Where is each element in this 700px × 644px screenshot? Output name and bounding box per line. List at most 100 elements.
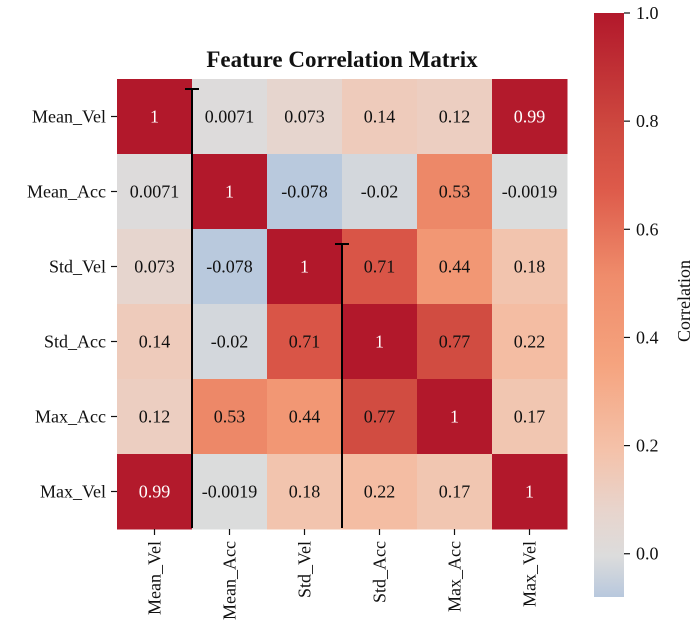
cell-value-1-4: 0.53 <box>439 182 471 202</box>
heatmap-cell-0-4 <box>417 79 493 155</box>
cell-value-1-1: 1 <box>225 182 234 202</box>
heatmap-cell-3-2 <box>267 304 343 380</box>
overlay-lines <box>185 88 349 528</box>
cell-value-3-0: 0.14 <box>139 332 171 352</box>
cell-value-5-2: 0.18 <box>289 482 321 502</box>
cell-value-2-4: 0.44 <box>439 257 471 277</box>
colorbar-tick-label-0: 0.0 <box>636 544 659 564</box>
cell-value-4-1: 0.53 <box>214 407 246 427</box>
heatmap-cell-4-0 <box>117 379 193 455</box>
cell-value-1-3: -0.02 <box>361 182 399 202</box>
cell-value-0-1: 0.0071 <box>205 107 255 127</box>
cell-value-4-2: 0.44 <box>289 407 321 427</box>
x-tick-label-3: Std_Acc <box>370 541 390 603</box>
cell-value-1-2: -0.078 <box>281 182 328 202</box>
colorbar-tick-label-4: 0.8 <box>636 111 659 131</box>
heatmap-cells <box>117 79 568 530</box>
heatmap-cell-0-5 <box>492 79 568 155</box>
heatmap-cell-4-2 <box>267 379 343 455</box>
cell-value-2-0: 0.073 <box>134 257 175 277</box>
cell-value-5-4: 0.17 <box>439 482 471 502</box>
cell-value-3-2: 0.71 <box>289 332 321 352</box>
cell-value-5-1: -0.0019 <box>202 482 258 502</box>
chart-title: Feature Correlation Matrix <box>206 47 478 72</box>
y-tick-label-1: Mean_Acc <box>27 182 106 202</box>
colorbar-label: Correlation <box>674 260 694 342</box>
heatmap-cell-4-5 <box>492 379 568 455</box>
cell-value-3-5: 0.22 <box>514 332 546 352</box>
heatmap-cell-3-0 <box>117 304 193 380</box>
colorbar-tick-label-2: 0.4 <box>636 327 659 347</box>
heatmap-cell-5-5 <box>492 454 568 530</box>
cell-value-2-2: 1 <box>300 257 309 277</box>
y-tick-label-3: Std_Acc <box>44 332 106 352</box>
cell-value-0-2: 0.073 <box>284 107 325 127</box>
cell-value-3-4: 0.77 <box>439 332 471 352</box>
colorbar: 0.0 0.2 0.4 0.6 0.8 1.0 Correlation <box>594 3 694 597</box>
heatmap-cell-4-4 <box>417 379 493 455</box>
cell-value-0-3: 0.14 <box>364 107 396 127</box>
y-tick-label-0: Mean_Vel <box>32 107 106 127</box>
heatmap-cell-labels: 1 0.0071 0.073 0.14 0.12 0.99 0.0071 1 -0.078 -0.… <box>130 107 558 502</box>
heatmap-cell-3-3 <box>342 304 418 380</box>
cell-value-1-5: -0.0019 <box>502 182 558 202</box>
heatmap-cell-5-3 <box>342 454 418 530</box>
colorbar-tick-label-5: 1.0 <box>636 3 659 23</box>
colorbar-gradient <box>594 13 624 597</box>
heatmap-cell-1-2 <box>267 154 343 230</box>
cell-value-3-3: 1 <box>375 332 384 352</box>
heatmap-cell-5-4 <box>417 454 493 530</box>
heatmap-cell-1-1 <box>192 154 268 230</box>
colorbar-tick-label-3: 0.6 <box>636 219 659 239</box>
cell-value-1-0: 0.0071 <box>130 182 180 202</box>
heatmap-cell-2-0 <box>117 229 193 305</box>
y-tick-label-2: Std_Vel <box>49 257 106 277</box>
heatmap-cell-3-5 <box>492 304 568 380</box>
heatmap-cell-2-1 <box>192 229 268 305</box>
cell-value-5-3: 0.22 <box>364 482 396 502</box>
heatmap-cell-1-4 <box>417 154 493 230</box>
cell-value-0-5: 0.99 <box>514 107 546 127</box>
cell-value-0-4: 0.12 <box>439 107 471 127</box>
heatmap-cell-5-1 <box>192 454 268 530</box>
heatmap-cell-5-2 <box>267 454 343 530</box>
heatmap-cell-2-2 <box>267 229 343 305</box>
cell-value-2-3: 0.71 <box>364 257 396 277</box>
cell-value-0-0: 1 <box>150 107 159 127</box>
cell-value-4-3: 0.77 <box>364 407 396 427</box>
x-tick-label-1: Mean_Acc <box>220 541 240 620</box>
heatmap-cell-1-0 <box>117 154 193 230</box>
heatmap-cell-0-0 <box>117 79 193 155</box>
cell-value-5-5: 1 <box>525 482 534 502</box>
heatmap-cell-1-3 <box>342 154 418 230</box>
cell-value-4-4: 1 <box>450 407 459 427</box>
heatmap-cell-4-3 <box>342 379 418 455</box>
heatmap-cell-3-4 <box>417 304 493 380</box>
cell-value-4-0: 0.12 <box>139 407 171 427</box>
y-tick-label-4: Max_Acc <box>35 407 106 427</box>
heatmap-cell-0-1 <box>192 79 268 155</box>
heatmap-cell-2-4 <box>417 229 493 305</box>
heatmap-cell-1-5 <box>492 154 568 230</box>
colorbar-tick-label-1: 0.2 <box>636 436 659 456</box>
x-tick-label-0: Mean_Vel <box>145 541 165 615</box>
heatmap-cell-0-3 <box>342 79 418 155</box>
cell-value-2-1: -0.078 <box>206 257 253 277</box>
cell-value-2-5: 0.18 <box>514 257 546 277</box>
cell-value-4-5: 0.17 <box>514 407 546 427</box>
heatmap-cell-3-1 <box>192 304 268 380</box>
cell-value-3-1: -0.02 <box>211 332 249 352</box>
cell-value-5-0: 0.99 <box>139 482 171 502</box>
y-axis: Mean_Vel Mean_Acc Std_Vel Std_Acc Max_Acc Max… <box>27 107 117 502</box>
heatmap-cell-2-5 <box>492 229 568 305</box>
heatmap-cell-2-3 <box>342 229 418 305</box>
x-axis: Mean_Vel Mean_Acc Std_Vel Std_Acc Max_Acc Max… <box>145 529 540 620</box>
heatmap-cell-5-0 <box>117 454 193 530</box>
y-tick-label-5: Max_Vel <box>40 482 106 502</box>
x-tick-label-4: Max_Acc <box>445 541 465 612</box>
heatmap-cell-4-1 <box>192 379 268 455</box>
x-tick-label-2: Std_Vel <box>295 541 315 598</box>
heatmap-cell-0-2 <box>267 79 343 155</box>
x-tick-label-5: Max_Vel <box>520 541 540 607</box>
